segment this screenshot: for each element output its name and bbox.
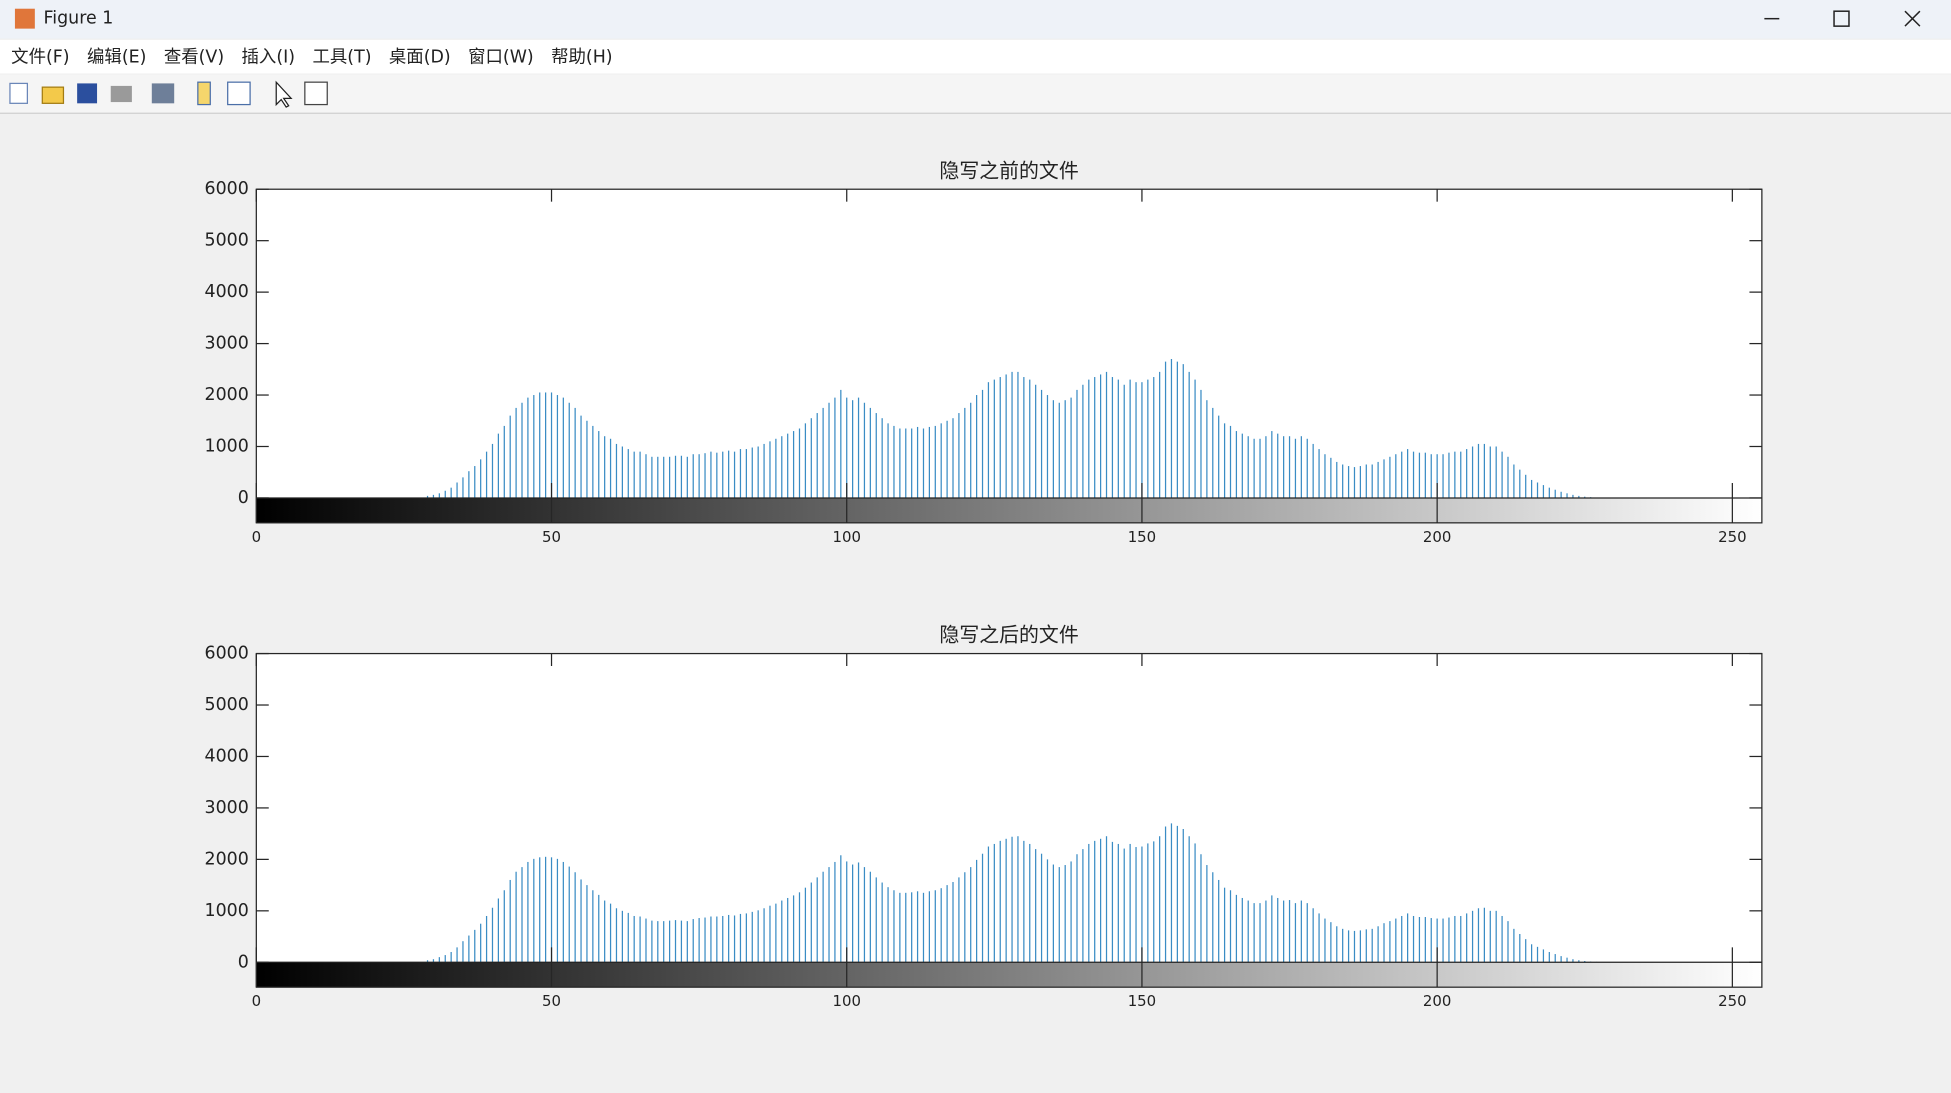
menu-item[interactable]: 工具(T) [312,47,371,67]
x-tick-label: 0 [252,992,261,1010]
y-tick-label: 0 [238,488,249,508]
y-tick-label: 4000 [205,282,249,302]
x-tick-label: 50 [542,992,561,1010]
y-tick-label: 1000 [205,901,249,921]
toolbar [0,74,1951,114]
axes-box [255,188,1763,524]
menu-item[interactable]: 文件(F) [11,47,69,67]
y-tick-label: 6000 [205,644,249,664]
x-tick-label: 200 [1423,528,1451,546]
menu: 文件(F) 编辑(E) 查看(V) 插入(I) 工具(T) 桌面(D) 窗口(W) 帮助(H) [11,47,612,67]
menu-item[interactable]: 窗口(W) [468,47,534,67]
chart-title: 隐写之后的文件 [939,624,1078,647]
colorbar-button[interactable] [197,81,211,106]
histogram-chart: 隐写之后的文件 0 1000 2000 3000 4000 5000 6000 0 50 100 15… [205,624,1763,1010]
maximize-button[interactable] [1833,10,1850,27]
plot-area [256,653,1762,988]
app-icon [14,8,35,29]
open-button[interactable] [41,86,65,104]
plot-area [256,189,1762,523]
legend-button[interactable] [227,81,251,106]
toolbar-icons [9,80,328,108]
y-tick-label: 3000 [205,798,249,818]
menu-item[interactable]: 桌面(D) [389,47,451,67]
print-button[interactable] [110,85,132,103]
x-tick-label: 0 [252,528,261,546]
link-button[interactable] [151,83,175,104]
menu-bar [0,39,1951,74]
x-tick-label: 250 [1718,992,1746,1010]
x-tick-label: 100 [832,992,860,1010]
y-tick-label: 6000 [205,179,249,199]
x-tick-label: 200 [1423,992,1451,1010]
menu-item[interactable]: 插入(I) [242,47,296,67]
x-tick-label: 250 [1718,528,1746,546]
menu-item[interactable]: 帮助(H) [551,47,612,67]
property-inspector-button[interactable] [304,81,328,106]
x-tick-label: 150 [1128,992,1156,1010]
menu-item[interactable]: 编辑(E) [87,47,146,67]
y-tick-label: 4000 [205,746,249,766]
chart-title: 隐写之前的文件 [939,159,1078,182]
x-tick-label: 150 [1128,528,1156,546]
y-tick-label: 2000 [205,385,249,405]
y-tick-label: 0 [238,952,249,972]
window-title: Figure 1 [44,9,114,29]
colorbar [256,962,1762,988]
histogram-chart: 隐写之前的文件 0 1000 2000 3000 4000 5000 6000 0 50 100 15… [205,159,1763,546]
title-bar [0,0,1951,39]
y-tick-label: 3000 [205,334,249,354]
y-tick-label: 2000 [205,849,249,869]
y-tick-label: 1000 [205,436,249,456]
menu-item[interactable]: 查看(V) [164,47,224,67]
axes-box [255,652,1763,988]
edit-plot-button[interactable] [275,80,293,108]
new-figure-button[interactable] [9,82,28,104]
x-tick-label: 50 [542,528,561,546]
y-tick-label: 5000 [205,695,249,715]
close-button[interactable] [1904,10,1921,27]
colorbar [256,497,1762,523]
y-tick-label: 5000 [205,231,249,251]
x-tick-label: 100 [832,528,860,546]
save-button[interactable] [77,83,98,104]
